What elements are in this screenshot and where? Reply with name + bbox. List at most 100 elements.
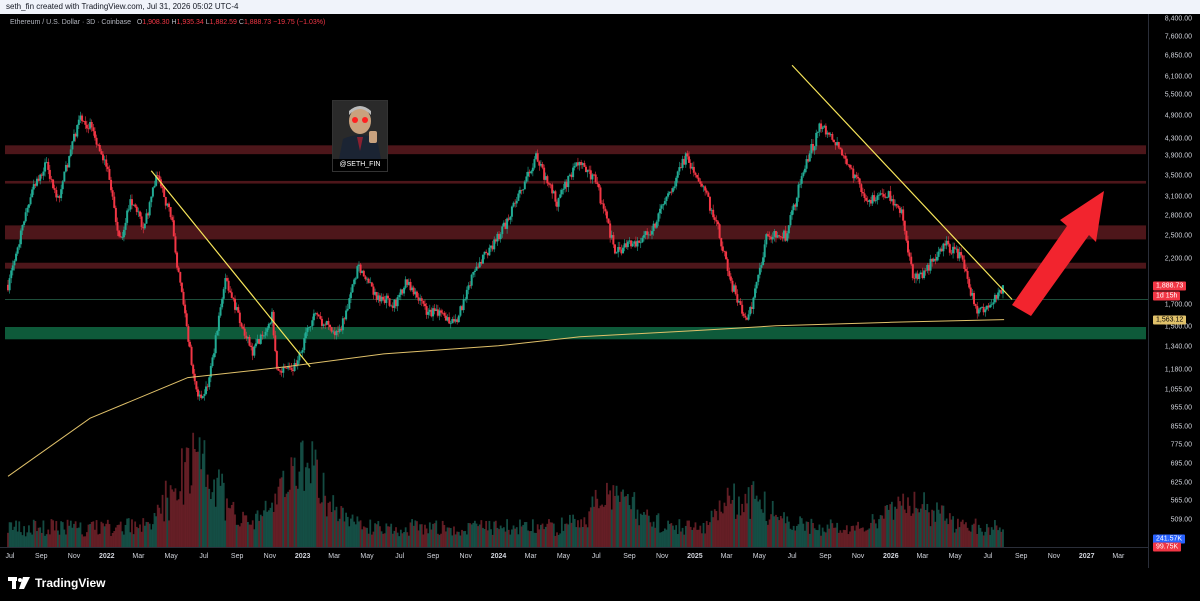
volume-bar [153,512,156,547]
candle-body [251,347,254,356]
volume-bar [98,533,101,547]
candle [140,212,143,230]
candle-body [903,220,906,231]
candle-body [987,305,990,308]
volume-bar [890,501,893,547]
candle-body [840,149,843,156]
candle-body [163,188,166,198]
candle [73,129,76,143]
volume-bar [731,499,734,547]
candle-body [707,192,710,197]
volume-bar [841,532,843,547]
candle-body [834,142,837,146]
volume-bar [757,501,760,547]
candle-body [467,285,470,290]
volume-bar [907,497,909,547]
candle [869,196,872,206]
candle [353,277,356,287]
volume-bar [816,530,819,547]
candle-body [291,369,294,371]
volume-bar [815,529,818,547]
candle [543,164,546,185]
candle [647,231,650,239]
volume-bar [786,516,789,547]
candle [944,240,947,249]
time-axis[interactable]: Jul Sep Nov 2022 Mar May Jul Sep Nov 2023 Mar May Ju… [0,547,1148,568]
volume-bar [919,508,922,547]
candle [517,190,520,202]
volume-bar [337,521,339,547]
volume-bar [135,526,138,547]
candle [428,304,431,316]
candle [188,339,191,348]
candle-body [193,373,196,382]
candle-body [435,309,438,312]
candle [221,297,224,310]
candle-body [969,287,972,296]
candle-body [47,161,50,170]
volume-bar [717,520,719,547]
volume-bar [359,520,362,547]
time-tick: Mar [720,553,733,560]
volume-bar [330,512,333,547]
candle-body [593,174,596,176]
candle-body [728,270,731,277]
candle-body [196,389,199,397]
candle-body [638,240,641,243]
candle-body [401,289,404,294]
candle-body [63,171,66,182]
volume-bar [45,534,48,547]
candle [982,303,985,316]
candle-body [620,249,623,254]
volume-bar [411,519,414,547]
candle [699,178,702,187]
candle-body [926,265,929,271]
candle-body [393,299,396,308]
candle [496,231,499,246]
price-axis[interactable]: 8,400.00 7,600.00 6,850.00 6,100.00 5,500.00… [1148,14,1200,568]
candle-body [918,274,921,280]
volume-bar [123,534,125,547]
candle [919,270,922,275]
candle-body [720,237,723,247]
candle [536,149,539,163]
candle [361,270,364,274]
candle [306,324,309,336]
volume-bar [79,522,82,547]
volume-bar [573,518,576,547]
candle [860,183,863,197]
volume-bar [881,515,884,547]
candle [948,243,951,256]
volume-bar [625,496,628,547]
volume-bar [179,491,182,547]
candle-body [356,266,359,279]
time-tick: Jul [983,553,993,560]
volume-bar [839,530,842,547]
candle [27,204,30,213]
candle-body [878,194,881,196]
volume-bar [614,495,616,547]
volume-bar [512,525,515,547]
volume-bar [626,494,629,547]
volume-bar [438,534,441,547]
symbol-name[interactable]: Ethereum / U.S. Dollar · 3D · Coinbase [10,19,131,26]
candle [652,220,655,236]
candle-body [472,272,475,275]
volume-bar [152,524,154,547]
volume-bar [849,531,851,547]
candle-body [114,207,117,222]
candle-body [462,299,465,311]
brand[interactable]: TradingView [8,576,105,590]
candle-body [37,178,40,181]
volume-bar [110,536,112,547]
candle-body [367,278,370,283]
volume-bar [304,467,307,547]
candle [68,155,71,168]
candle [127,205,130,213]
candle-body [116,221,119,231]
price-chart[interactable] [0,14,1148,547]
candle-body [721,246,724,252]
candle-body [383,299,386,303]
candle-body [320,318,323,326]
candle-body [609,223,612,238]
